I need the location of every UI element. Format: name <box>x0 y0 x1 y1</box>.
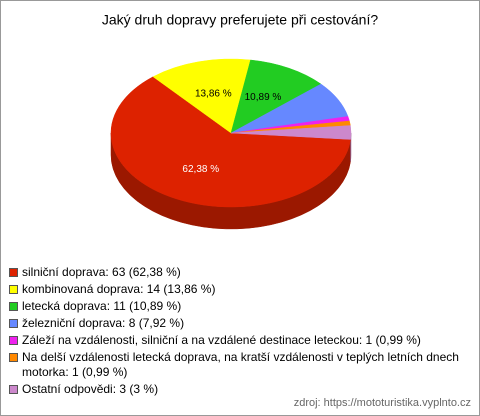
legend-item: Záleží na vzdálenosti, silniční a na vzd… <box>9 333 471 348</box>
pie-slice <box>230 59 322 134</box>
legend-label: kombinovaná doprava: 14 (13,86 %) <box>22 282 216 296</box>
legend-swatch <box>9 268 18 277</box>
slice-label: 13,86 % <box>195 88 232 99</box>
legend-label: Záleží na vzdálenosti, silniční a na vzd… <box>22 333 421 347</box>
legend-item: letecká doprava: 11 (10,89 %) <box>9 299 471 314</box>
source: zdroj: https://mototuristika.vyplnto.cz <box>293 397 471 409</box>
legend-swatch <box>9 302 18 311</box>
pie-area: Jaký druh dopravy preferujete při cestov… <box>102 12 378 230</box>
legend-item: Na delší vzdálenosti letecká doprava, na… <box>9 350 471 380</box>
pie-slice <box>152 58 251 134</box>
legend-label: letecká doprava: 11 (10,89 %) <box>22 299 182 313</box>
chart-title: Jaký druh dopravy preferujete při cestov… <box>102 12 378 28</box>
legend-item: kombinovaná doprava: 14 (13,86 %) <box>9 282 471 297</box>
pie-slice <box>230 125 352 140</box>
legend-item: železniční doprava: 8 (7,92 %) <box>9 316 471 331</box>
slice-label: 10,89 % <box>245 92 282 103</box>
legend-label: Ostatní odpovědi: 3 (3 %) <box>22 382 159 396</box>
legend-swatch <box>9 336 18 345</box>
slice-label: 62,38 % <box>182 164 219 175</box>
legend-label: Na delší vzdálenosti letecká doprava, na… <box>22 350 459 379</box>
legend-swatch <box>9 285 18 294</box>
legend-label: silniční doprava: 63 (62,38 %) <box>22 265 181 279</box>
legend-label: železniční doprava: 8 (7,92 %) <box>22 316 185 330</box>
legend-swatch <box>9 385 18 394</box>
legend-swatch <box>9 319 18 328</box>
legend-item: Ostatní odpovědi: 3 (3 %) <box>9 382 471 397</box>
pie-slice <box>110 76 351 208</box>
legend-item: silniční doprava: 63 (62,38 %) <box>9 265 471 280</box>
legend-swatch <box>9 353 18 362</box>
legend: silniční doprava: 63 (62,38 %) kombinovan… <box>9 265 471 399</box>
